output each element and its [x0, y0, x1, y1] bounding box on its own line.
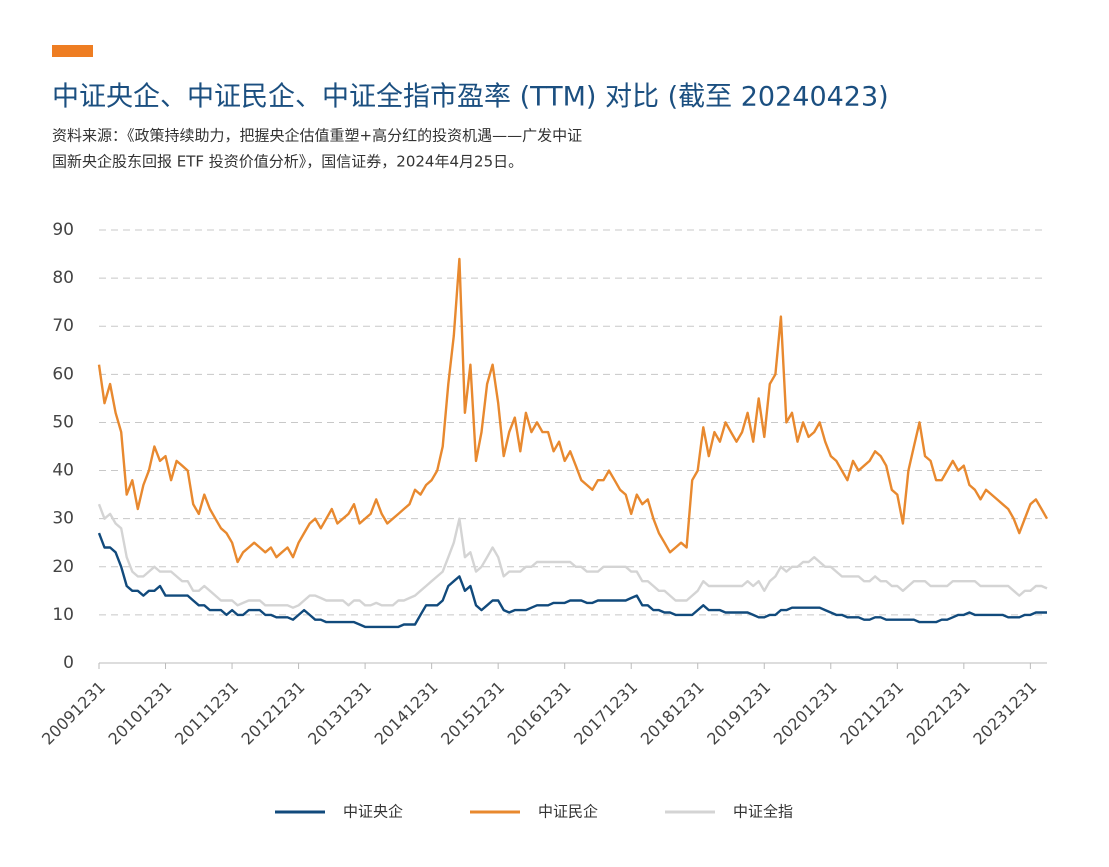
- y-tick-label: 60: [52, 364, 74, 384]
- x-tick-label: 20131231: [304, 678, 375, 749]
- x-tick-label: 20211231: [836, 678, 907, 749]
- y-tick-label: 80: [52, 268, 74, 288]
- x-tick-label: 20171231: [570, 678, 641, 749]
- source-line: 资料来源：《政策持续助力，把握央企估值重塑+高分红的投资机遇——广发中证: [52, 127, 582, 145]
- chart-title: 中证央企、中证民企、中证全指市盈率 (TTM) 对比 (截至 20240423): [52, 82, 889, 113]
- x-tick-label: 20141231: [371, 678, 442, 749]
- y-tick-label: 30: [52, 509, 74, 529]
- y-tick-label: 20: [52, 557, 74, 577]
- accent-bar: [52, 45, 93, 57]
- y-tick-label: 70: [52, 316, 74, 336]
- x-tick-label: 20151231: [437, 678, 508, 749]
- x-tick-label: 20231231: [969, 678, 1040, 749]
- legend-label: 中证央企: [343, 803, 403, 821]
- x-tick-label: 20161231: [504, 678, 575, 749]
- y-tick-label: 0: [63, 653, 74, 673]
- x-tick-label: 20181231: [637, 678, 708, 749]
- x-tick-label: 20121231: [238, 678, 309, 749]
- series-line: [97, 503, 1048, 609]
- x-tick-label: 20221231: [903, 678, 974, 749]
- y-tick-label: 50: [52, 412, 74, 432]
- source-line: 国新央企股东回报 ETF 投资价值分析》，国信证券，2024年4月25日。: [52, 153, 523, 171]
- series-line: [97, 257, 1049, 564]
- y-tick-label: 40: [52, 461, 74, 481]
- x-tick-label: 20111231: [171, 678, 242, 749]
- y-tick-label: 10: [52, 605, 74, 625]
- x-tick-label: 20091231: [38, 678, 109, 749]
- x-tick-label: 20101231: [105, 678, 176, 749]
- legend-label: 中证全指: [733, 803, 793, 821]
- legend-label: 中证民企: [538, 803, 598, 821]
- series-line: [97, 532, 1047, 629]
- x-tick-label: 20201231: [770, 678, 841, 749]
- y-tick-label: 90: [52, 220, 74, 240]
- x-tick-label: 20191231: [703, 678, 774, 749]
